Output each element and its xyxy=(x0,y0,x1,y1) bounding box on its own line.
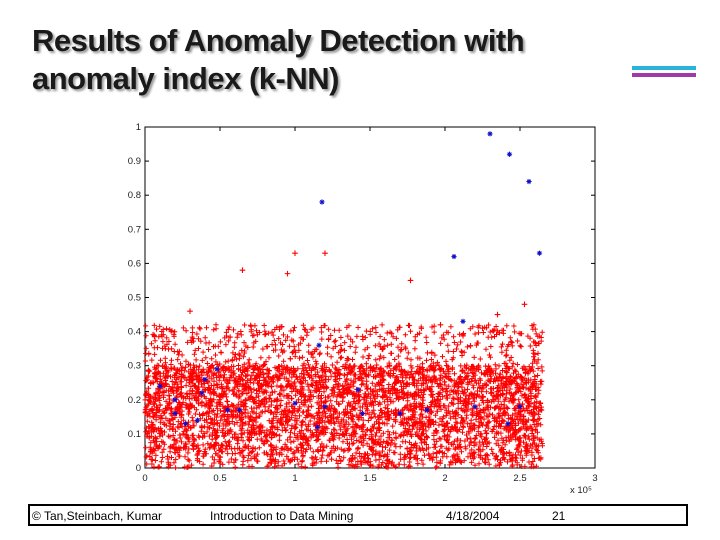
blue-anomaly-point xyxy=(316,342,322,348)
red-outlier-point xyxy=(187,308,193,314)
red-outlier-point xyxy=(239,267,246,274)
red-outlier-point xyxy=(407,277,414,284)
blue-anomaly-point xyxy=(172,397,178,403)
x-tick-label: 0 xyxy=(142,473,147,484)
accent-bar-purple xyxy=(632,73,696,77)
blue-anomaly-point xyxy=(506,151,513,157)
y-tick-label: 0.4 xyxy=(128,327,141,338)
blue-anomaly-point xyxy=(292,400,298,406)
y-tick-label: 0.2 xyxy=(128,395,141,406)
blue-anomaly-point xyxy=(359,410,366,417)
footer-copyright: © Tan,Steinbach, Kumar xyxy=(32,509,163,523)
blue-anomaly-point xyxy=(319,199,325,205)
x-tick-label: 3 xyxy=(592,473,597,484)
y-tick-label: 0.7 xyxy=(128,224,141,235)
blue-anomaly-point xyxy=(157,383,163,389)
blue-anomaly-point xyxy=(397,410,403,417)
footer-date: 4/18/2004 xyxy=(446,509,500,523)
red-outlier-point xyxy=(521,301,528,308)
accent-bar-cyan xyxy=(632,66,696,70)
anomaly-scatter-chart: 0 0.1 0.2 0.3 0.4 0.5 0.6 0.7 0.8 0.9 1 0 0.5 1 1.5 2 2.… xyxy=(128,122,598,495)
blue-anomaly-point xyxy=(517,404,523,410)
blue-anomaly-point xyxy=(202,376,208,382)
red-outlier-point xyxy=(322,250,328,256)
red-outlier-point xyxy=(437,321,444,328)
blue-anomaly-point xyxy=(182,421,189,427)
red-outlier-point xyxy=(479,325,486,331)
x-tick-label: 1.5 xyxy=(363,473,376,484)
y-tick-label: 1 xyxy=(136,122,141,133)
y-tick-label: 0.1 xyxy=(128,429,141,440)
red-outlier-point xyxy=(292,250,298,256)
blue-anomaly-point xyxy=(424,407,430,413)
footer-course: Introduction to Data Mining xyxy=(210,509,354,523)
blue-anomaly-point xyxy=(224,407,231,413)
footer-page-number: 21 xyxy=(552,509,566,523)
slide-title-line2: anomaly index (k-NN) xyxy=(32,61,339,96)
blue-anomaly-point xyxy=(322,404,328,410)
blue-anomaly-point xyxy=(460,318,466,324)
slide-footer: © Tan,Steinbach, Kumar Introduction to D… xyxy=(28,504,688,526)
slide-title: Results of Anomaly Detection with anomal… xyxy=(32,22,632,98)
blue-anomaly-point xyxy=(236,407,243,413)
blue-anomaly-point xyxy=(451,253,457,260)
x-axis-multiplier: x 10⁵ xyxy=(570,485,592,495)
blue-anomaly-point xyxy=(472,404,478,410)
blue-anomaly-point xyxy=(355,386,361,393)
blue-anomaly-point xyxy=(505,421,511,427)
blue-anomaly-point xyxy=(172,410,178,417)
x-tick-label: 2.5 xyxy=(513,473,526,484)
blue-anomaly-point xyxy=(526,178,532,185)
blue-anomaly-point xyxy=(314,424,321,430)
y-tick-label: 0.8 xyxy=(128,190,141,201)
blue-anomaly-point xyxy=(536,250,543,256)
red-outlier-point xyxy=(494,311,501,318)
y-tick-label: 0 xyxy=(136,463,141,474)
y-tick-label: 0.5 xyxy=(128,293,141,304)
blue-anomaly-point xyxy=(199,390,205,396)
x-tick-label: 1 xyxy=(292,473,297,484)
y-tick-label: 0.6 xyxy=(128,258,141,269)
blue-anomaly-point xyxy=(194,417,201,423)
red-points-bulk xyxy=(142,322,545,471)
y-tick-label: 0.9 xyxy=(128,156,141,167)
red-outlier-point xyxy=(284,270,291,277)
blue-anomaly-point xyxy=(487,131,493,137)
slide-title-line1: Results of Anomaly Detection with xyxy=(32,23,525,58)
x-tick-label: 2 xyxy=(442,473,447,484)
blue-anomaly-point xyxy=(214,366,220,372)
y-tick-label: 0.3 xyxy=(128,361,141,372)
x-tick-label: 0.5 xyxy=(213,473,226,484)
